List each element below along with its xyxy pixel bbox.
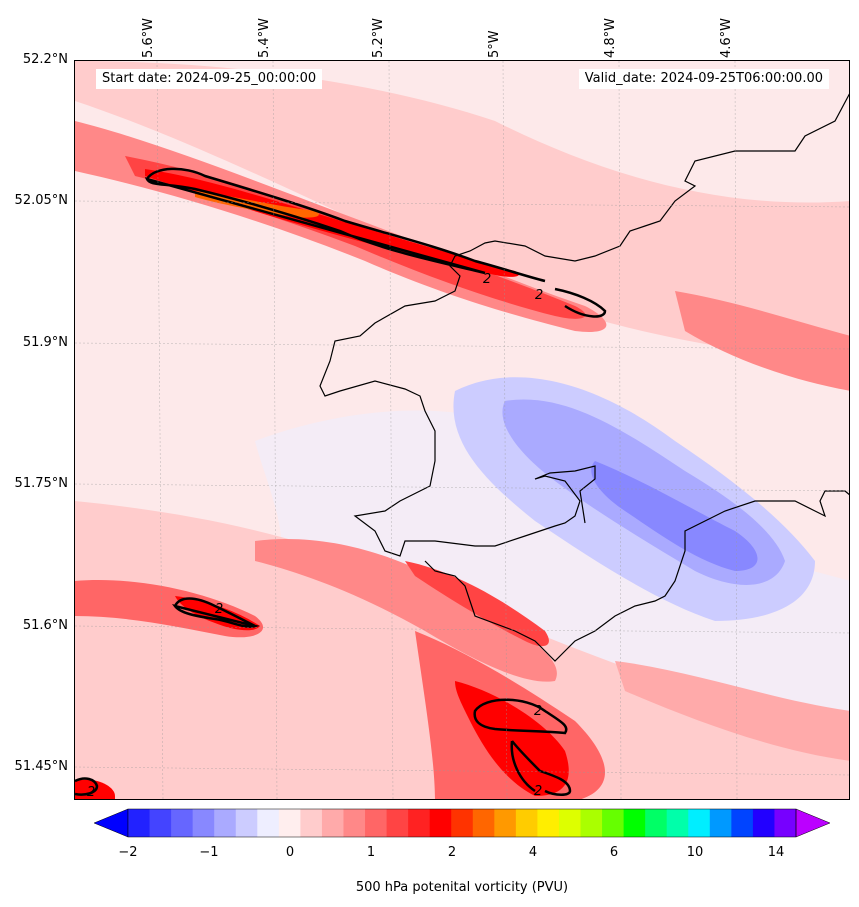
colorbar-segment	[666, 809, 689, 837]
start-date-label: Start date: 2024-09-25_00:00:00	[96, 69, 323, 89]
map-area[interactable]: 2 2 2 2 2 2 Start date: 2024-09-25_00:00…	[74, 60, 850, 800]
colorbar-tick: 1	[366, 845, 376, 860]
lat-label-51-6n: 51.6°N	[22, 618, 68, 633]
colorbar-segment	[149, 809, 172, 837]
lat-label-51-45n: 51.45°N	[14, 759, 68, 774]
colorbar-outline	[127, 808, 797, 838]
colorbar-segment	[537, 809, 560, 837]
colorbar-segment	[343, 809, 366, 837]
colorbar-arrow-min	[93, 808, 129, 838]
contour-label-upper-1: 2	[483, 272, 491, 287]
colorbar-tick: 0	[285, 845, 295, 860]
colorbar-segment	[235, 809, 258, 837]
lat-label-51-75n: 51.75°N	[14, 476, 68, 491]
contour-label-upper-2: 2	[535, 288, 543, 303]
colorbar-tick: 14	[767, 845, 785, 860]
colorbar-segment	[365, 809, 388, 837]
colorbar-segment	[214, 809, 237, 837]
colorbar-segment	[300, 809, 323, 837]
contour-label-lower-1: 2	[534, 704, 542, 719]
colorbar-segment	[774, 809, 797, 837]
lat-label-51-9n: 51.9°N	[22, 335, 68, 350]
lon-label-5-2w: 5.2°W	[371, 17, 386, 58]
colorbar-segment	[429, 809, 452, 837]
colorbar-segment	[558, 809, 582, 837]
lon-label-5w: 5°W	[487, 30, 502, 58]
colorbar-segment	[128, 809, 151, 837]
colorbar-segment	[623, 809, 646, 837]
lat-label-52-05n: 52.05°N	[14, 193, 68, 208]
colorbar-tick: 6	[609, 845, 619, 860]
contour-label-corner: 2	[87, 785, 95, 800]
contour-label-lower-2: 2	[534, 784, 542, 799]
colorbar-segment	[192, 809, 215, 837]
lon-label-4-6w: 4.6°W	[719, 17, 734, 58]
colorbar-segment	[386, 809, 409, 837]
lon-label-5-4w: 5.4°W	[257, 17, 272, 58]
colorbar-segment	[472, 809, 495, 837]
colorbar-tick: −2	[118, 845, 138, 860]
lat-label-52-2n: 52.2°N	[22, 52, 68, 67]
colorbar-tick: 10	[686, 845, 704, 860]
colorbar-segment	[602, 809, 625, 837]
colorbar-segment	[709, 809, 732, 837]
colorbar-tick: −1	[199, 845, 219, 860]
colorbar-segment	[752, 809, 775, 837]
colorbar-segment	[257, 809, 280, 837]
lon-label-5-6w: 5.6°W	[141, 17, 156, 58]
colorbar-segment	[451, 809, 474, 837]
colorbar-segment	[408, 809, 431, 837]
pv-contour-map: 2 2 2 2 2 2	[75, 61, 849, 800]
colorbar-segment	[321, 809, 344, 837]
colorbar-segment	[278, 809, 301, 837]
colorbar-segment	[515, 809, 538, 837]
grid-lines	[75, 61, 849, 799]
colorbar-tick: 2	[447, 845, 457, 860]
colorbar-segment	[494, 809, 517, 837]
colorbar	[93, 808, 831, 838]
lon-label-4-8w: 4.8°W	[603, 17, 618, 58]
contour-label-left: 2	[215, 602, 223, 617]
colorbar-segment	[688, 809, 711, 837]
valid-date-label: Valid_date: 2024-09-25T06:00:00.00	[578, 69, 829, 89]
colorbar-segment	[731, 809, 754, 837]
colorbar-label: 500 hPa potenital vorticity (PVU)	[355, 880, 569, 895]
colorbar-arrow-max	[795, 808, 831, 838]
colorbar-segment	[171, 809, 194, 837]
colorbar-tick: 4	[528, 845, 538, 860]
colorbar-segment	[580, 809, 603, 837]
colorbar-segment	[645, 809, 668, 837]
